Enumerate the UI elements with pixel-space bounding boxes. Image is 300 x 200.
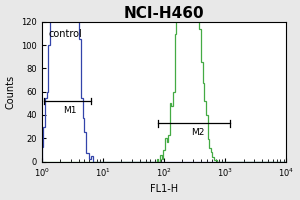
X-axis label: FL1-H: FL1-H: [150, 184, 178, 194]
Text: control: control: [49, 29, 82, 39]
Text: M2: M2: [191, 128, 205, 137]
Y-axis label: Counts: Counts: [6, 75, 16, 109]
Text: M1: M1: [63, 106, 76, 115]
Title: NCI-H460: NCI-H460: [124, 6, 204, 21]
